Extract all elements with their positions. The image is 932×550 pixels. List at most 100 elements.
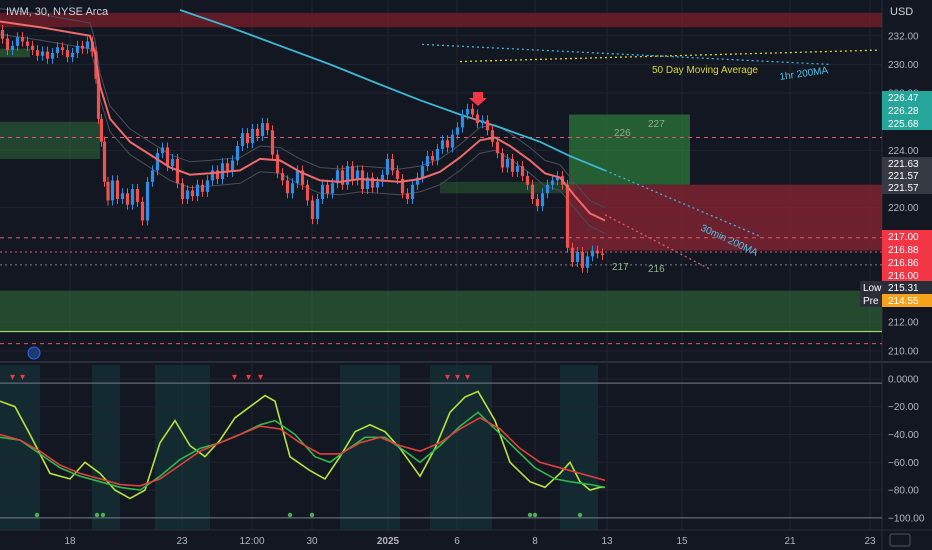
price-label: 221.57 (888, 183, 919, 194)
time-tick-label: 18 (64, 536, 76, 547)
candle-body (350, 166, 355, 181)
candle-body (495, 141, 500, 154)
candle-body (110, 180, 115, 201)
candle-body (0, 30, 5, 39)
candle-body (410, 184, 415, 200)
candle-body (440, 140, 445, 149)
annotation-label: 226 (614, 128, 631, 139)
annotation-label: 216 (648, 264, 665, 275)
price-label: 216.00 (888, 271, 919, 282)
time-tick-label: 21 (784, 536, 796, 547)
price-label-bg (882, 117, 932, 130)
candle-body (435, 148, 440, 161)
osc-top-marker: ▾ (455, 372, 460, 383)
candle-body (85, 41, 90, 49)
candle-body (570, 247, 575, 263)
candle-body (335, 170, 340, 184)
annotation-label: 217 (612, 262, 629, 273)
candle-body (595, 250, 600, 254)
down-arrow-icon (469, 92, 487, 106)
support-zone-bottom (0, 290, 882, 331)
candle-body (540, 193, 545, 207)
price-label-bg (882, 256, 932, 269)
candle-body (420, 166, 425, 178)
candle-body (240, 133, 245, 147)
osc-bottom-dot (309, 512, 315, 518)
price-tag-bg (860, 281, 882, 294)
candle-body (225, 163, 230, 172)
oscillator-line-1 (0, 411, 606, 491)
candle-body (450, 134, 455, 148)
price-label-bg (882, 169, 932, 182)
candle-body (80, 45, 85, 49)
candle-body (385, 158, 390, 175)
candle-body (180, 183, 185, 200)
candle-body (490, 130, 495, 142)
candle-body (275, 154, 280, 174)
price-tick-label: 232.00 (888, 31, 919, 42)
osc-tick-label: −80.00 (888, 486, 919, 497)
candle-body (375, 181, 380, 188)
candle-body (280, 173, 285, 181)
symbol-legend: IWM, 30, NYSE Arca (6, 6, 109, 18)
ma-upper-band (0, 8, 606, 209)
time-tick-label: 23 (864, 536, 876, 547)
price-tick-label: 220.00 (888, 203, 919, 214)
candle-body (555, 176, 560, 181)
price-tick-label: 230.00 (888, 60, 919, 71)
trendline-50-day-ma (459, 49, 881, 63)
candle-body (135, 189, 140, 202)
candle-body (75, 45, 80, 53)
osc-top-marker: ▾ (20, 372, 25, 383)
candle-body (125, 193, 130, 205)
candle-body (210, 170, 215, 181)
osc-bottom-dot (287, 512, 293, 518)
time-tick-label: 23 (176, 536, 188, 547)
candle-body (25, 41, 30, 46)
candle-body (465, 108, 470, 115)
short-zone-red (569, 184, 882, 251)
osc-bottom-dot (577, 512, 583, 518)
candle-body (5, 38, 10, 51)
candle-body (285, 180, 290, 194)
price-tag-bg (860, 294, 882, 307)
osc-bottom-dot (527, 512, 533, 518)
candle-body (340, 170, 345, 185)
oscillator-line-2 (0, 416, 606, 487)
candle-body (130, 189, 135, 205)
candle-body (365, 177, 370, 190)
osc-tick-label: −60.00 (888, 458, 919, 469)
oscillator-band-1 (92, 365, 120, 530)
ma-200-hourly-line (179, 9, 606, 172)
candle-body (330, 183, 335, 194)
support-zone-left (0, 48, 30, 58)
candle-body (300, 170, 305, 185)
candle-body (325, 184, 330, 194)
osc-bottom-dot (34, 512, 40, 518)
candle-body (370, 177, 375, 188)
candle-body (380, 174, 385, 182)
price-tag-label: Pre (863, 296, 879, 307)
candle-body (290, 183, 295, 194)
candle-body (140, 201, 145, 221)
osc-top-marker: ▾ (232, 372, 237, 383)
price-label-bg (882, 230, 932, 243)
candle-body (205, 180, 210, 192)
osc-bottom-dot (94, 512, 100, 518)
candle-body (470, 108, 475, 115)
candle-body (30, 45, 35, 51)
candle-body (35, 50, 40, 56)
oscillator-band-4 (430, 365, 492, 530)
time-tick-label: 8 (532, 536, 538, 547)
oscillator-line-0 (0, 390, 605, 500)
candle-body (315, 199, 320, 220)
dividend-marker-icon (27, 346, 41, 360)
currency-label: USD (890, 6, 914, 18)
candle-body (265, 123, 270, 131)
demand-zone-mid (440, 181, 575, 194)
candle-body (480, 120, 485, 124)
candle-body (405, 193, 410, 200)
price-label-bg (882, 91, 932, 104)
candle-body (425, 156, 430, 167)
